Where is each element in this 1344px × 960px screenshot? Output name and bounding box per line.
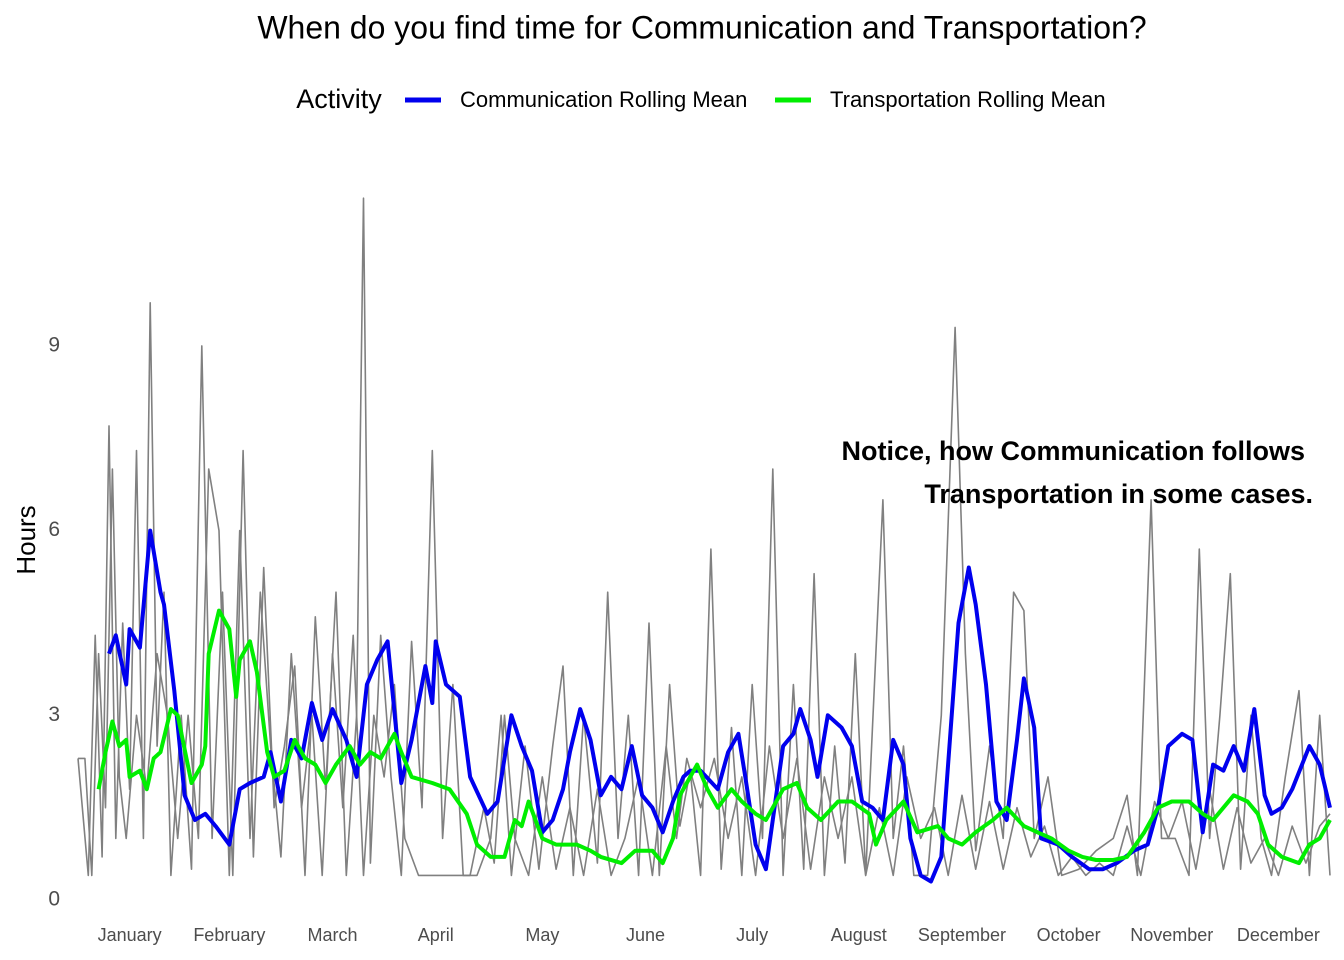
y-tick-label: 6 [48,518,60,541]
x-tick-label: October [1037,925,1101,945]
y-axis-label: Hours [11,505,41,574]
chart-title: When do you find time for Communication … [257,9,1146,45]
legend-label: Communication Rolling Mean [460,87,747,112]
y-tick-label: 0 [48,888,60,911]
annotation: Notice, how Communication follows Transpo… [841,436,1313,509]
legend-item: Transportation Rolling Mean [775,87,1106,112]
annotation-line: Notice, how Communication follows [841,436,1305,466]
x-tick-label: February [193,925,265,945]
x-tick-label: December [1237,925,1320,945]
legend-title: Activity [296,84,382,114]
y-tick-label: 3 [48,703,60,726]
legend-label: Transportation Rolling Mean [830,87,1106,112]
x-tick-label: August [831,925,887,945]
raw-line [78,468,1331,877]
rolling-mean-line [96,608,1332,866]
legend-item: Communication Rolling Mean [405,87,747,112]
x-tick-label: November [1130,925,1213,945]
x-tick-label: March [308,925,358,945]
x-tick-label: May [525,925,559,945]
x-tick-label: January [98,925,162,945]
x-tick-label: September [918,925,1006,945]
x-tick-label: April [418,925,454,945]
x-tick-label: July [736,925,768,945]
x-tick-label: June [626,925,665,945]
y-tick-label: 9 [48,333,60,356]
annotation-line: Transportation in some cases. [924,479,1313,509]
